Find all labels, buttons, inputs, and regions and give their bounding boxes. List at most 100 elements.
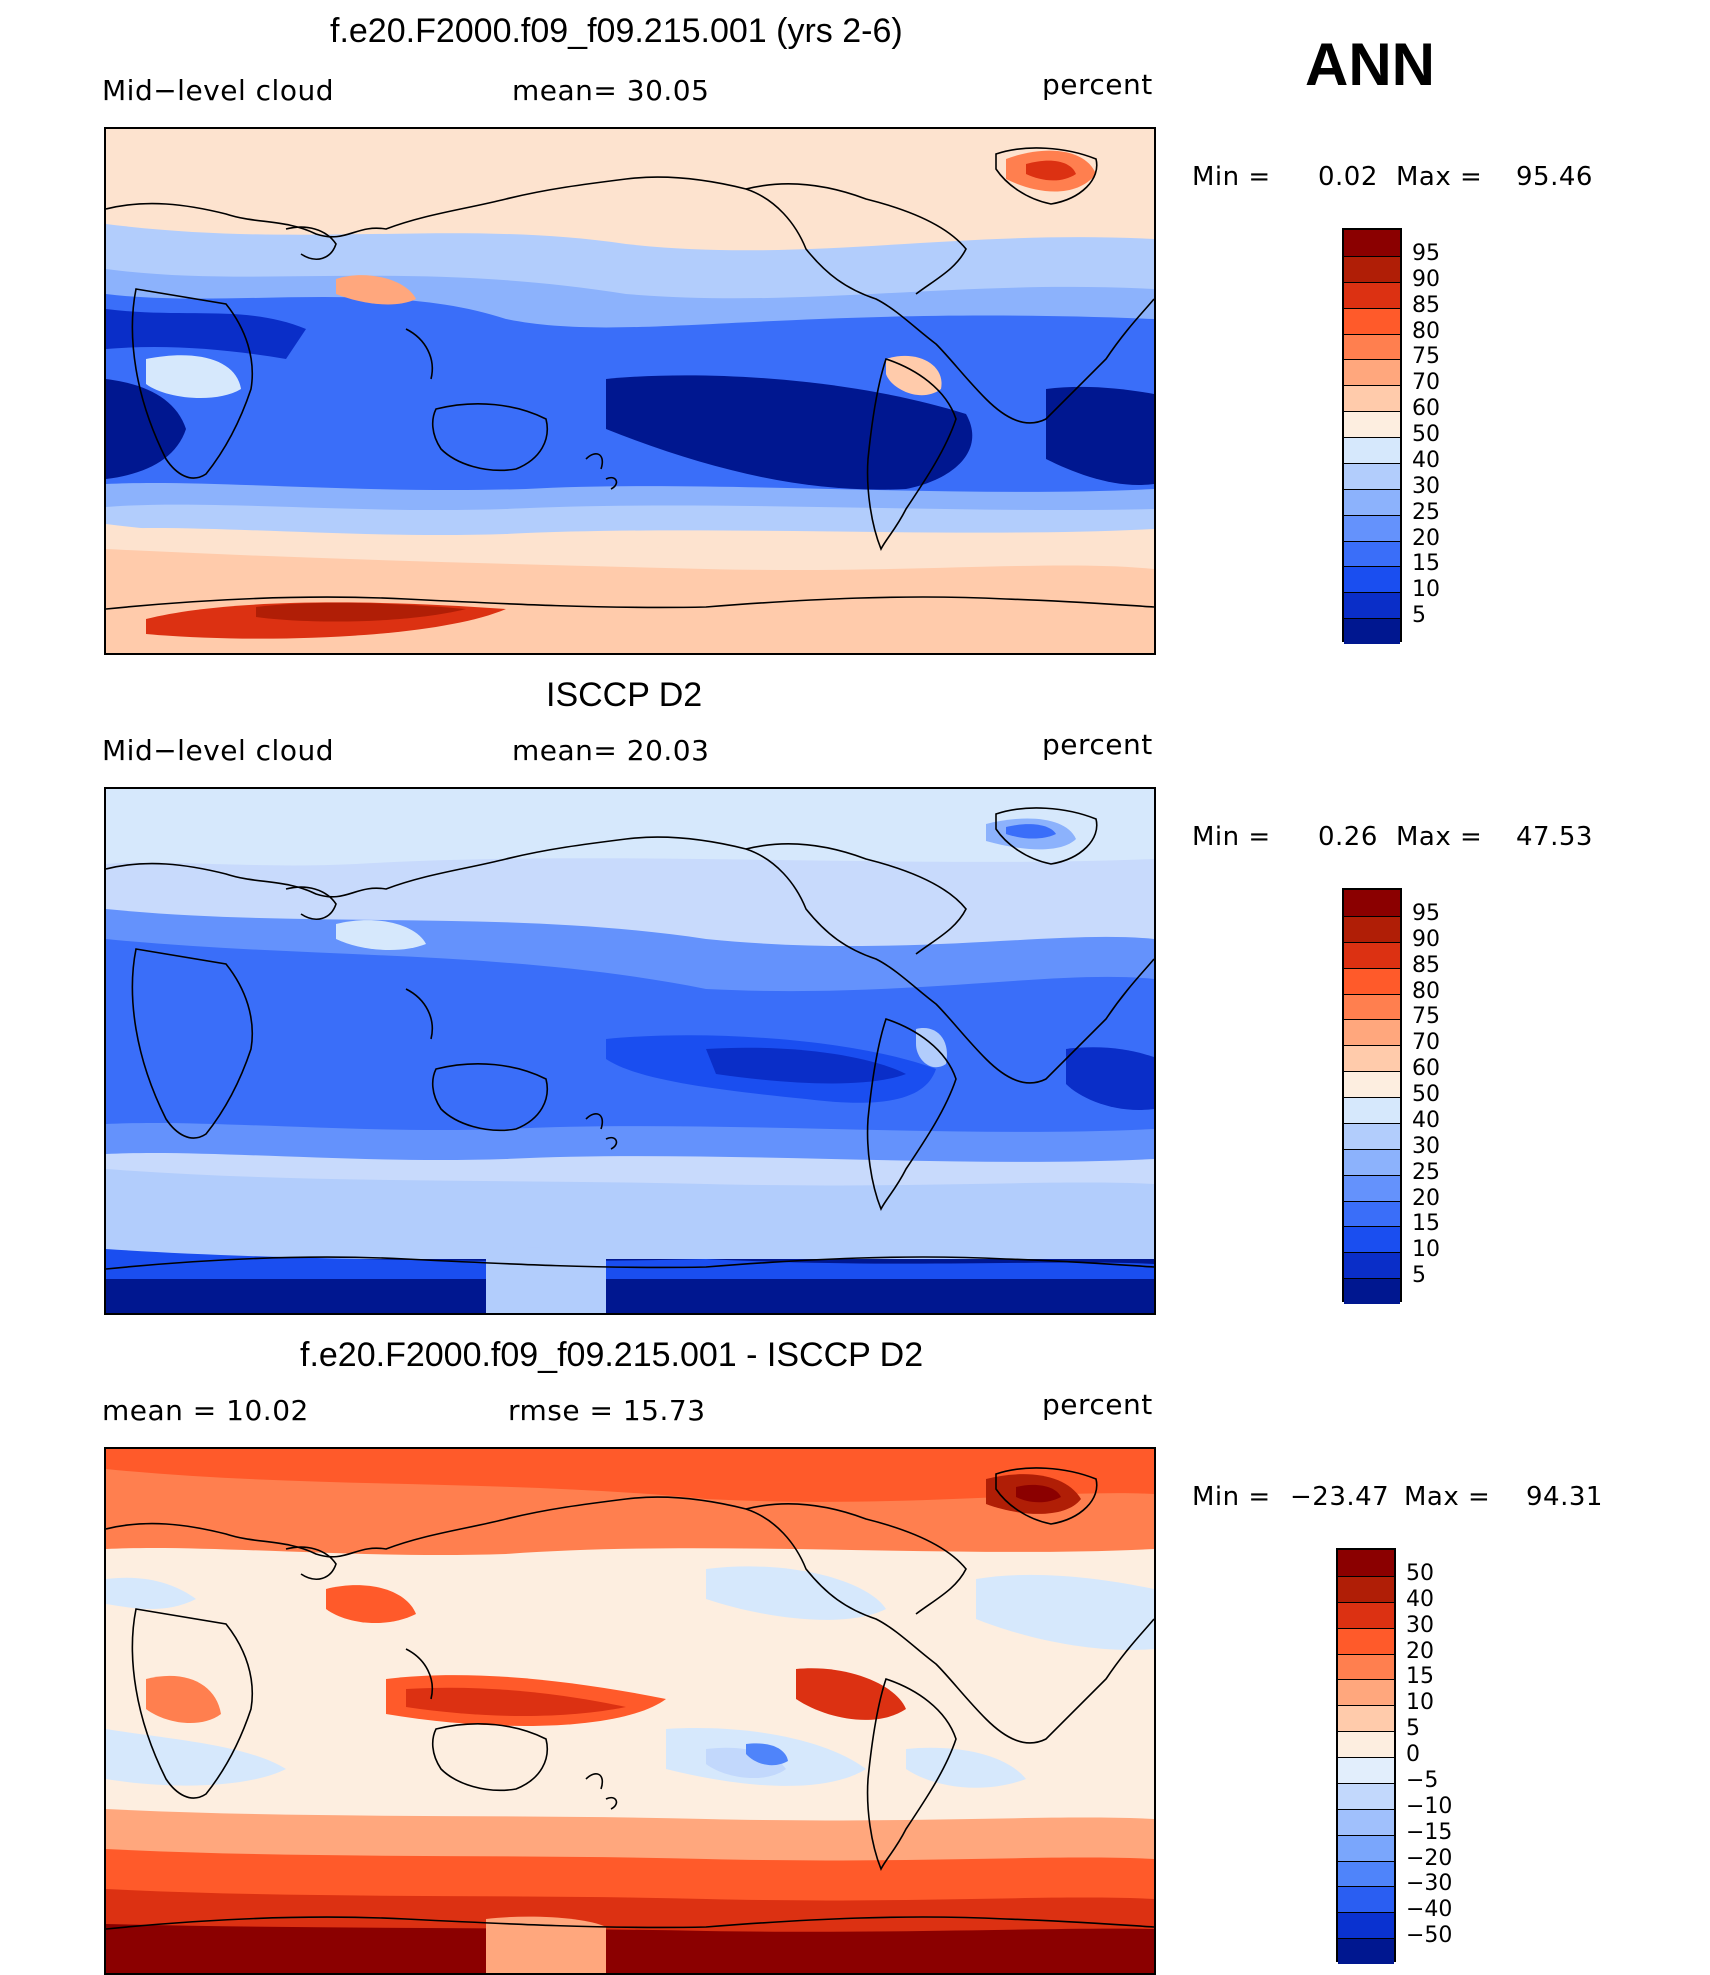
colorbar-tick-label: −20 bbox=[1406, 1845, 1453, 1871]
colorbar-tick-label: 30 bbox=[1412, 473, 1440, 499]
colorbar-tick-label: −10 bbox=[1406, 1793, 1453, 1819]
colorbar-tick-label: 20 bbox=[1412, 1185, 1440, 1211]
panel-3-map bbox=[104, 1447, 1156, 1975]
panel-1-min-label: Min = bbox=[1192, 162, 1271, 192]
colorbar-tick-label: 95 bbox=[1412, 240, 1440, 266]
colorbar-tick-label: 0 bbox=[1406, 1742, 1420, 1767]
panel-2-mean-label: mean= 20.03 bbox=[512, 734, 710, 767]
colorbar-swatch bbox=[1344, 488, 1400, 515]
colorbar-swatch bbox=[1338, 1757, 1394, 1783]
panel-1-mean-label: mean= 30.05 bbox=[512, 74, 710, 107]
colorbar-swatch bbox=[1344, 1252, 1400, 1279]
panel-2-max-label: Max = bbox=[1396, 822, 1483, 852]
panel-3-title: f.e20.F2000.f09_f09.215.001 - ISCCP D2 bbox=[300, 1336, 924, 1374]
panel-3-min-label: Min = bbox=[1192, 1482, 1271, 1512]
colorbar-swatch bbox=[1338, 1679, 1394, 1706]
panel-2-max-value: 47.53 bbox=[1516, 822, 1593, 852]
colorbar-swatch bbox=[1344, 592, 1400, 619]
panel-1-map bbox=[104, 127, 1156, 655]
colorbar-swatch bbox=[1338, 1575, 1394, 1602]
colorbar-swatch bbox=[1344, 1122, 1400, 1149]
panel-3-min-value: −23.47 bbox=[1290, 1482, 1390, 1512]
colorbar-swatch bbox=[1344, 540, 1400, 567]
colorbar-tick-label: 50 bbox=[1412, 422, 1440, 447]
colorbar-tick-label: −40 bbox=[1406, 1897, 1453, 1923]
colorbar-tick-label: 10 bbox=[1412, 1237, 1440, 1263]
panel-2-variable-label: Mid−level cloud bbox=[102, 734, 334, 767]
colorbar-swatch bbox=[1344, 618, 1400, 644]
panel-2-min-label: Min = bbox=[1192, 822, 1271, 852]
colorbar-tick-label: 5 bbox=[1412, 1263, 1426, 1289]
colorbar-swatch bbox=[1344, 255, 1400, 282]
colorbar-swatch bbox=[1344, 307, 1400, 334]
panel-2-field bbox=[106, 789, 1154, 1313]
panel-2-coastlines bbox=[106, 807, 1154, 1270]
colorbar-tick-label: 75 bbox=[1412, 1004, 1440, 1030]
colorbar-tick-label: 5 bbox=[1406, 1716, 1420, 1742]
colorbar-tick-label: 40 bbox=[1412, 1107, 1440, 1133]
colorbar-tick-label: 10 bbox=[1412, 577, 1440, 603]
panel-3-max-value: 94.31 bbox=[1526, 1482, 1603, 1512]
colorbar-tick-label: 75 bbox=[1412, 344, 1440, 370]
panel-1-min-value: 0.02 bbox=[1318, 162, 1378, 192]
colorbar-tick-label: −5 bbox=[1406, 1767, 1439, 1793]
colorbar-tick-label: 85 bbox=[1412, 292, 1440, 318]
colorbar-swatch bbox=[1338, 1731, 1394, 1757]
panel-1-variable-label: Mid−level cloud bbox=[102, 74, 334, 107]
panel-2-title: ISCCP D2 bbox=[546, 676, 703, 714]
colorbar-tick-label: 70 bbox=[1412, 370, 1440, 396]
colorbar-swatch bbox=[1344, 514, 1400, 541]
colorbar-swatch bbox=[1344, 1019, 1400, 1046]
colorbar-tick-label: −15 bbox=[1406, 1819, 1453, 1845]
colorbar-swatch bbox=[1338, 1653, 1394, 1680]
colorbar-tick-label: 5 bbox=[1412, 603, 1426, 629]
colorbar-tick-label: 25 bbox=[1412, 1159, 1440, 1185]
colorbar-swatch bbox=[1344, 359, 1400, 386]
colorbar-tick-label: 30 bbox=[1406, 1612, 1434, 1638]
colorbar-swatch bbox=[1344, 1200, 1400, 1227]
colorbar-swatch bbox=[1344, 890, 1400, 916]
colorbar-tick-label: 40 bbox=[1406, 1586, 1434, 1612]
panel-3-rmse-label: rmse = 15.73 bbox=[508, 1394, 706, 1427]
colorbar-swatch bbox=[1344, 462, 1400, 489]
colorbar-swatch bbox=[1344, 1045, 1400, 1072]
colorbar-swatch bbox=[1338, 1912, 1394, 1939]
colorbar-swatch bbox=[1338, 1938, 1394, 1964]
colorbar-swatch bbox=[1338, 1808, 1394, 1835]
colorbar-tick-label: 15 bbox=[1412, 551, 1440, 577]
colorbar-swatch bbox=[1338, 1886, 1394, 1913]
panel-3-units: percent bbox=[1042, 1388, 1153, 1421]
colorbar-swatch bbox=[1338, 1782, 1394, 1809]
colorbar-swatch bbox=[1344, 967, 1400, 994]
panel-1-field bbox=[106, 150, 1154, 653]
panel-2-min-value: 0.26 bbox=[1318, 822, 1378, 852]
season-label: ANN bbox=[1305, 31, 1435, 98]
colorbar-swatch bbox=[1338, 1627, 1394, 1654]
colorbar-tick-label: 15 bbox=[1406, 1664, 1434, 1690]
colorbar-swatch bbox=[1344, 437, 1400, 463]
colorbar-tick-label: 80 bbox=[1412, 978, 1440, 1004]
panel-3-mean-label: mean = 10.02 bbox=[102, 1394, 309, 1427]
panel-1-title: f.e20.F2000.f09_f09.215.001 (yrs 2-6) bbox=[330, 12, 903, 50]
panel-3-coastlines bbox=[106, 1467, 1154, 1930]
colorbar-tick-label: 60 bbox=[1412, 396, 1440, 422]
colorbar-swatch bbox=[1344, 281, 1400, 308]
panel-1-max-label: Max = bbox=[1396, 162, 1483, 192]
panel-2-map bbox=[104, 787, 1156, 1315]
colorbar-tick-label: 70 bbox=[1412, 1030, 1440, 1056]
colorbar-tick-label: −30 bbox=[1406, 1871, 1453, 1897]
panel-3-colorbar bbox=[1336, 1548, 1396, 1964]
colorbar-swatch bbox=[1344, 1148, 1400, 1175]
colorbar-swatch bbox=[1344, 1278, 1400, 1304]
colorbar-swatch bbox=[1338, 1601, 1394, 1628]
colorbar-swatch bbox=[1344, 1097, 1400, 1123]
colorbar-tick-label: 20 bbox=[1412, 525, 1440, 551]
colorbar-swatch bbox=[1338, 1860, 1394, 1887]
colorbar-tick-label: 15 bbox=[1412, 1211, 1440, 1237]
colorbar-swatch bbox=[1344, 1226, 1400, 1253]
colorbar-tick-label: 40 bbox=[1412, 447, 1440, 473]
panel-2-colorbar bbox=[1342, 888, 1402, 1304]
colorbar-swatch bbox=[1338, 1550, 1394, 1576]
colorbar-swatch bbox=[1344, 1071, 1400, 1097]
colorbar-tick-label: 60 bbox=[1412, 1056, 1440, 1082]
